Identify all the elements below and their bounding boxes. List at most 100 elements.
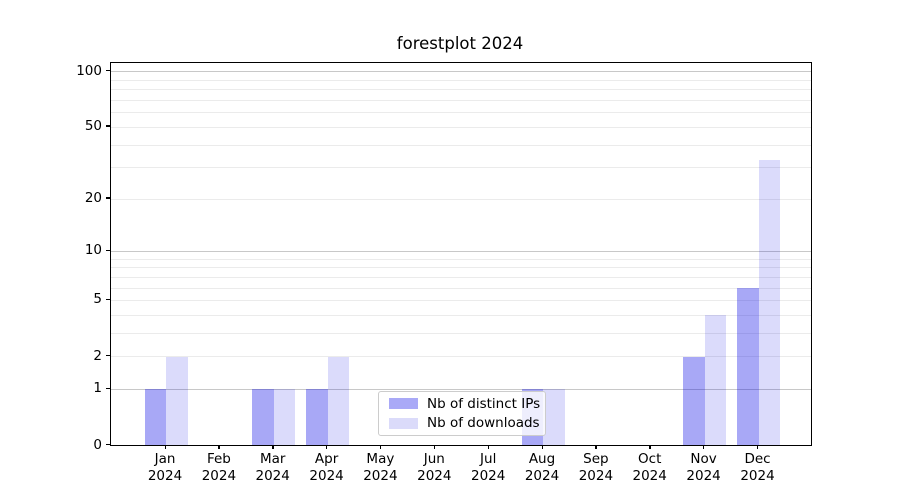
x-tick-year: 2024: [147, 467, 183, 484]
y-tick-mark: [106, 355, 110, 357]
minor-gridline: [111, 145, 811, 146]
y-tick-label: 2: [93, 347, 102, 364]
x-tick-month: Nov: [690, 451, 717, 467]
bar-downloads: [166, 356, 188, 445]
y-tick-mark: [106, 298, 110, 301]
y-tick-label: 100: [76, 62, 102, 79]
x-tick-year: 2024: [740, 467, 775, 484]
x-tick-label: May 2024: [353, 451, 407, 484]
x-tick-month: Mar: [259, 451, 286, 467]
x-tick-year: 2024: [524, 467, 560, 484]
minor-gridline: [111, 267, 811, 268]
x-tick-label: Sep 2024: [569, 451, 623, 484]
y-tick-label: 20: [84, 189, 102, 206]
x-tick-label: Feb 2024: [192, 451, 246, 484]
x-tick-month: Jun: [423, 451, 445, 467]
x-tick-mark: [326, 445, 328, 449]
x-tick-month: Oct: [638, 451, 662, 467]
x-tick-year: 2024: [686, 467, 721, 484]
x-tick-mark: [703, 445, 705, 449]
bar-distinct-ips: [144, 389, 166, 445]
x-tick-month: Jan: [154, 451, 176, 467]
y-tick-label: 10: [84, 242, 102, 259]
x-tick-year: 2024: [632, 467, 667, 484]
bar-downloads: [543, 389, 565, 445]
x-tick-month: May: [366, 451, 395, 467]
x-tick-label: Nov 2024: [677, 451, 731, 484]
x-tick-mark: [649, 445, 651, 449]
minor-gridline: [111, 80, 811, 81]
x-tick-mark: [595, 445, 597, 449]
bar-distinct-ips: [252, 389, 274, 445]
minor-gridline: [111, 127, 811, 128]
minor-gridline: [111, 112, 811, 113]
y-tick-mark: [106, 125, 110, 127]
minor-gridline: [111, 167, 811, 168]
x-tick-mark: [487, 445, 490, 449]
minor-gridline: [111, 333, 811, 334]
x-tick-month: Sep: [583, 451, 609, 467]
plot-area: [110, 62, 812, 446]
x-tick-year: 2024: [417, 467, 452, 484]
x-tick-label: Apr 2024: [300, 451, 354, 484]
x-tick-label: Jul 2024: [461, 451, 515, 484]
y-tick-mark: [106, 249, 110, 252]
x-tick-year: 2024: [255, 467, 290, 484]
minor-gridline: [111, 100, 811, 101]
bar-distinct-ips: [737, 287, 759, 445]
x-tick-label: Oct 2024: [623, 451, 677, 484]
y-tick-label: 1: [93, 380, 102, 397]
x-tick-label: Dec 2024: [731, 451, 785, 484]
x-tick-mark: [218, 445, 220, 449]
x-tick-year: 2024: [201, 467, 237, 484]
y-tick-mark: [106, 387, 110, 390]
legend-label: Nb of downloads: [427, 415, 540, 432]
x-tick-mark: [757, 445, 759, 449]
downloads-swatch: [389, 417, 418, 429]
y-tick-mark: [106, 197, 110, 199]
major-gridline: [111, 251, 811, 252]
legend-row: Nb of downloads: [389, 415, 545, 431]
x-tick-mark: [164, 445, 166, 449]
major-gridline: [111, 71, 811, 72]
x-tick-month: Apr: [314, 451, 339, 467]
bar-downloads: [273, 389, 296, 445]
x-tick-mark: [433, 445, 436, 449]
minor-gridline: [111, 315, 811, 316]
y-tick-label: 5: [93, 291, 102, 308]
y-tick-label: 0: [93, 436, 102, 453]
x-tick-mark: [272, 445, 274, 449]
legend-row: Nb of distinct IPs: [389, 396, 545, 412]
chart-title: forestplot 2024: [396, 34, 524, 53]
x-tick-year: 2024: [471, 467, 506, 484]
bar-downloads: [758, 159, 780, 445]
minor-gridline: [111, 259, 811, 260]
x-tick-year: 2024: [578, 467, 614, 484]
bar-distinct-ips: [683, 356, 705, 445]
major-gridline: [111, 389, 811, 390]
minor-gridline: [111, 300, 811, 301]
bar-downloads: [704, 315, 727, 445]
minor-gridline: [111, 288, 811, 289]
y-tick-mark: [106, 70, 110, 72]
distinct-ips-swatch: [389, 398, 418, 410]
x-tick-label: Jan 2024: [138, 451, 192, 484]
x-tick-month: Feb: [206, 451, 231, 467]
x-tick-month: Aug: [528, 451, 556, 467]
x-tick-label: Jun 2024: [407, 451, 461, 484]
x-tick-label: Aug 2024: [515, 451, 569, 484]
x-tick-mark: [541, 445, 543, 449]
bar-distinct-ips: [306, 389, 328, 445]
x-tick-year: 2024: [363, 467, 398, 484]
x-tick-mark: [379, 445, 382, 449]
legend-label: Nb of distinct IPs: [427, 395, 541, 412]
y-tick-label: 50: [84, 117, 102, 134]
legend: Nb of distinct IPs Nb of downloads: [378, 391, 546, 436]
x-tick-month: Dec: [744, 451, 771, 467]
x-tick-month: Jul: [480, 451, 497, 467]
minor-gridline: [111, 89, 811, 90]
minor-gridline: [111, 277, 811, 278]
minor-gridline: [111, 356, 811, 357]
bar-downloads: [327, 356, 350, 445]
